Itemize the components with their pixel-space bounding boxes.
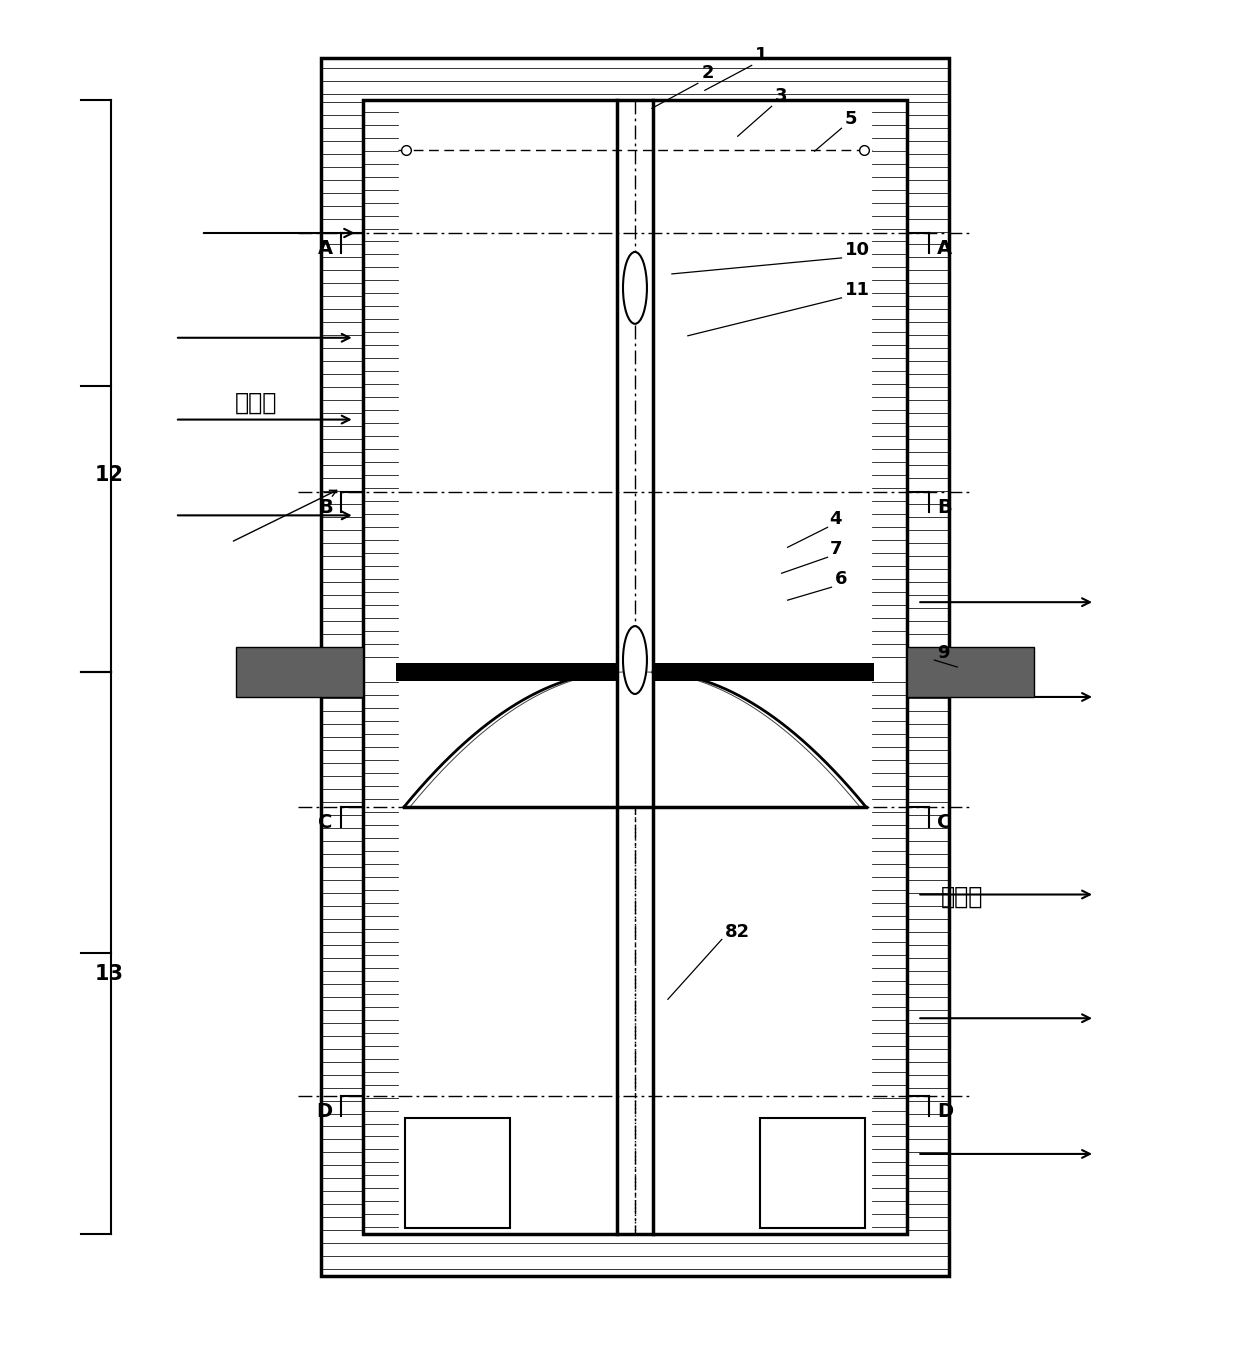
Bar [397,664,618,681]
Bar [362,100,908,1234]
Bar [236,647,362,697]
Ellipse shape [622,252,647,324]
Bar [321,58,362,1276]
Text: C: C [937,813,951,832]
Bar [872,100,908,664]
Bar [908,58,950,1276]
Text: D: D [937,1102,954,1121]
Text: 9: 9 [937,645,950,662]
Text: 3: 3 [775,87,787,106]
Text: 热流体: 热流体 [941,885,983,908]
Text: 6: 6 [835,570,847,588]
Text: 10: 10 [844,242,869,259]
Bar [321,58,950,1276]
Bar [321,58,950,100]
Text: 82: 82 [724,923,750,942]
Text: 1: 1 [755,46,768,64]
Text: C: C [319,813,332,832]
Bar [872,681,908,1234]
Bar [908,647,1034,697]
Bar [362,100,908,1234]
Text: A: A [317,239,332,258]
Bar [760,1118,864,1228]
Text: 2: 2 [702,64,714,83]
Bar [362,100,398,664]
Bar [362,681,398,1234]
Text: 4: 4 [830,510,842,528]
Polygon shape [404,672,866,806]
Text: D: D [316,1102,332,1121]
Text: 13: 13 [94,965,124,984]
Text: 5: 5 [844,110,857,128]
Text: 冷流体: 冷流体 [234,391,277,415]
Text: B: B [937,498,952,517]
Bar [405,1118,510,1228]
Bar [321,1234,950,1276]
Ellipse shape [622,626,647,693]
Text: 11: 11 [844,281,869,299]
Bar [653,664,874,681]
Text: 12: 12 [94,465,124,486]
Text: A: A [937,239,952,258]
Text: B: B [317,498,332,517]
Text: 7: 7 [830,540,842,558]
